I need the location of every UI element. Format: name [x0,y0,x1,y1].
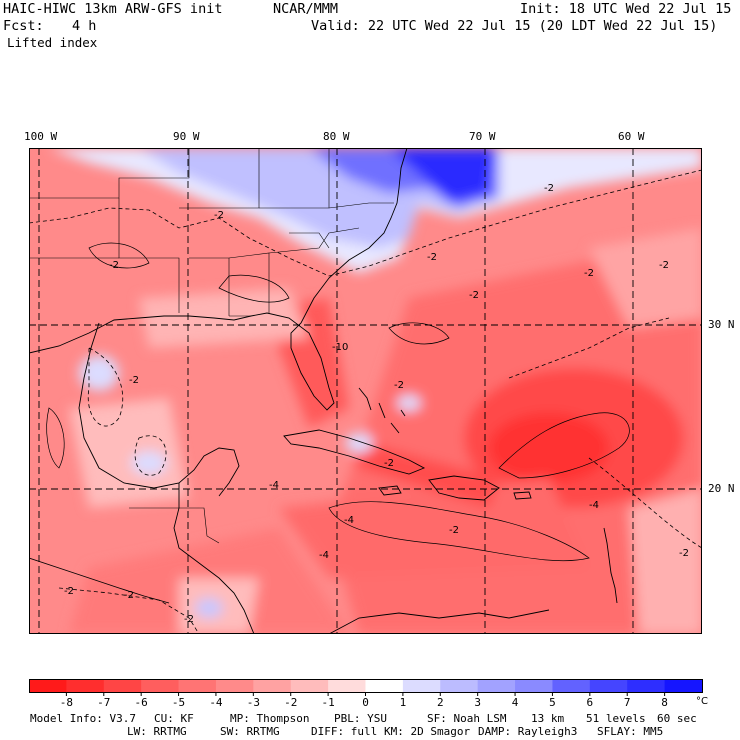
colorbar-tick-label: 5 [549,696,556,709]
model-title: HAIC-HIWC 13km ARW-GFS init [3,1,223,17]
contour-label: -4 [319,550,329,561]
colorbar-swatch [552,679,591,693]
footer-damping: DAMP: Rayleigh3 [478,725,578,738]
contour-label: -2 [659,260,669,271]
colorbar-tick-label: 7 [624,696,631,709]
colorbar-swatch [664,679,703,693]
forecast-hour: 4 h [72,18,97,34]
lon-label-60w: 60 W [618,130,645,143]
colorbar-swatch [365,679,404,693]
colorbar-swatch [103,679,142,693]
colorbar-swatch [477,679,516,693]
contour-label: -2 [129,375,139,386]
contour-label: -2 [584,268,594,279]
colorbar-swatch [290,679,329,693]
colorbar-tick-label: 1 [400,696,407,709]
political-borders [29,148,394,544]
contour-label: -10 [332,342,348,353]
colorbar-tick-label: -2 [284,696,297,709]
footer-model-info: Model Info: V3.7 [30,712,136,725]
footer-resolution: 13 km [531,712,565,725]
contour-label: -4 [344,515,354,526]
colorbar-swatch [178,679,217,693]
footer-longwave: LW: RRTMG [127,725,187,738]
colorbar-swatch [141,679,180,693]
colorbar-tick-label: 0 [362,696,369,709]
footer-km: KM: 2D Smagor [384,725,471,738]
lat-label-20n: 20 N [708,482,735,495]
colorbar-frame [29,679,703,693]
colorbar-swatch [328,679,366,693]
contour-label: -2 [427,252,437,263]
footer-pbl: PBL: YSU [334,712,387,725]
colorbar-tick-label: -6 [135,696,148,709]
footer-diffusion: DIFF: full [311,725,378,738]
colorbar-swatch [253,679,292,693]
contour-label: -2 [544,183,554,194]
lon-label-70w: 70 W [469,130,496,143]
colorbar-swatch [440,679,479,693]
colorbar-swatches [29,679,703,693]
valid-time: Valid: 22 UTC Wed 22 Jul 15 (20 LDT Wed … [311,18,718,34]
colorbar-swatch [515,679,553,693]
org-label: NCAR/MMM [273,1,339,17]
contour-label: -2 [469,290,479,301]
lon-label-100w: 100 W [24,130,58,143]
footer-shortwave: SW: RRTMG [220,725,280,738]
colorbar-tick-label: 6 [587,696,594,709]
colorbar-tick-label: -3 [247,696,260,709]
contour-label: -2 [124,590,134,601]
lat-label-30n: 30 N [708,318,735,331]
footer-microphysics: MP: Thompson [230,712,310,725]
contours-dashed [29,169,702,634]
contour-label: -4 [269,480,279,491]
contour-label: -2 [109,260,119,271]
footer-surface: SF: Noah LSM [427,712,507,725]
contour-label: -2 [184,614,194,625]
coastlines [29,148,618,634]
colorbar-tick-label: 4 [512,696,519,709]
field-name: Lifted index [7,35,98,50]
colorbar: -8 -7 -6 -5 -4 -3 -2 -1 0 1 2 3 4 5 6 7 8 °C [29,679,708,709]
colorbar-swatch [402,679,441,693]
colorbar-swatch [66,679,105,693]
colorbar-tick-label: 3 [474,696,481,709]
contour-label: -2 [214,210,224,221]
forecast-label: Fcst: [3,18,44,34]
colorbar-unit: °C [696,696,708,707]
contour-label: -2 [449,525,459,536]
colorbar-swatch [29,679,67,693]
colorbar-tick-label: -5 [172,696,185,709]
lifted-index-map: -2 -2 -2 -2 -2 -2 -2 -2 -4 -4 -4 -4 -2 -… [29,148,702,634]
contour-label: -2 [679,548,689,559]
footer-surface-layer: SFLAY: MM5 [597,725,664,738]
contours-solid [46,242,630,562]
footer-timestep: 60 sec [657,712,697,725]
colorbar-swatch [215,679,254,693]
lat-lon-grid [29,148,702,634]
colorbar-swatch [627,679,666,693]
colorbar-tick-label: -4 [209,696,223,709]
contour-label: -4 [589,500,599,511]
contour-label: -2 [64,586,74,597]
contour-label: -2 [384,458,394,469]
colorbar-tick-label: -8 [60,696,73,709]
colorbar-tick-label: -1 [321,696,334,709]
colorbar-tick-label: 8 [661,696,668,709]
colorbar-tick-label: -7 [97,696,110,709]
map-frame [29,148,702,634]
colorbar-tick-label: 2 [437,696,444,709]
colorbar-swatch [589,679,628,693]
init-time: Init: 18 UTC Wed 22 Jul 15 [520,1,732,17]
lon-label-80w: 80 W [323,130,350,143]
footer-cumulus: CU: KF [154,712,194,725]
footer-levels: 51 levels [586,712,646,725]
lon-label-90w: 90 W [173,130,200,143]
contour-label: -2 [394,380,404,391]
